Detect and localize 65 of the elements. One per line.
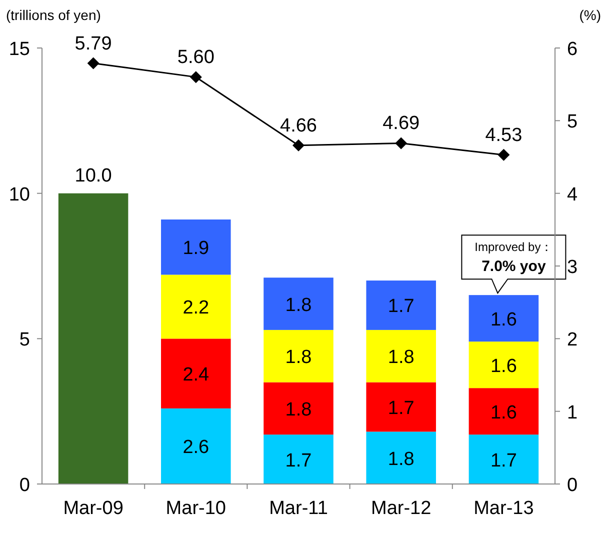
data-label: 5.60: [177, 47, 214, 68]
bar: [161, 274, 231, 339]
bar: [366, 280, 436, 330]
bar: [468, 295, 539, 342]
data-label: 4.53: [485, 124, 522, 146]
data-label: 1.6: [490, 402, 517, 424]
bar: [468, 388, 539, 435]
bar: [161, 408, 231, 484]
x-tick-label: Mar-11: [269, 498, 328, 519]
data-label: 5.79: [74, 33, 112, 54]
bar: [264, 330, 334, 382]
x-tick-label: Mar-12: [371, 498, 432, 519]
x-tick-label: Mar-09: [63, 498, 124, 519]
bar: [161, 338, 231, 408]
data-label: 1.8: [285, 347, 312, 368]
y2-axis-title: (%): [579, 7, 601, 23]
x-tick-label: Mar-10: [166, 498, 226, 519]
data-label: 1.9: [182, 238, 210, 260]
annotation: 7.0% yoy: [482, 258, 546, 276]
bar: [366, 382, 436, 432]
data-label: 1.8: [285, 399, 312, 420]
bar: [264, 434, 334, 484]
y-tick-label: 15: [8, 39, 30, 60]
point: [87, 57, 100, 70]
y2-tick-label: 5: [567, 112, 578, 133]
y-tick-label: 5: [19, 330, 30, 351]
bar: [161, 219, 231, 275]
y-axis-title: (trillions of yen): [6, 7, 101, 23]
data-label: 2.4: [182, 364, 210, 386]
y-tick-label: 0: [19, 475, 30, 496]
bar: [366, 432, 436, 484]
y2-tick-label: 3: [567, 257, 578, 278]
data-label: 1.7: [388, 296, 414, 318]
y2-tick-label: 4: [567, 184, 578, 206]
data-label: 1.8: [285, 294, 312, 316]
bar: [468, 342, 539, 388]
data-label: 10.0: [74, 165, 112, 186]
data-label: 1.7: [490, 450, 517, 472]
data-label: 1.6: [490, 356, 517, 377]
bar: [58, 193, 128, 484]
data-label: 1.7: [388, 398, 414, 419]
point: [190, 71, 202, 84]
x-tick-label: Mar-13: [474, 498, 534, 519]
y2-tick-label: 0: [567, 475, 578, 496]
y2-tick-label: 6: [567, 39, 578, 60]
y2-tick-label: 1: [567, 402, 578, 424]
data-label: 1.7: [285, 450, 312, 472]
data-label: 1.8: [388, 448, 414, 470]
data-label: 1.6: [490, 309, 517, 330]
point: [292, 139, 304, 152]
data-label: 4.66: [280, 115, 317, 136]
data-label: 4.69: [382, 113, 420, 134]
bar: [264, 278, 334, 330]
bar: [468, 434, 539, 484]
point: [498, 148, 510, 161]
y-tick-label: 10: [8, 184, 30, 206]
data-label: 2.2: [182, 298, 210, 319]
annotation: Improved by：: [474, 240, 553, 254]
bar: [264, 382, 334, 435]
y2-tick-label: 2: [567, 330, 578, 351]
callout-box: Improved by： 7.0% yoy: [461, 234, 566, 294]
bar: [366, 330, 436, 382]
point: [395, 137, 408, 150]
data-label: 2.6: [182, 437, 210, 458]
data-label: 1.8: [388, 347, 414, 368]
